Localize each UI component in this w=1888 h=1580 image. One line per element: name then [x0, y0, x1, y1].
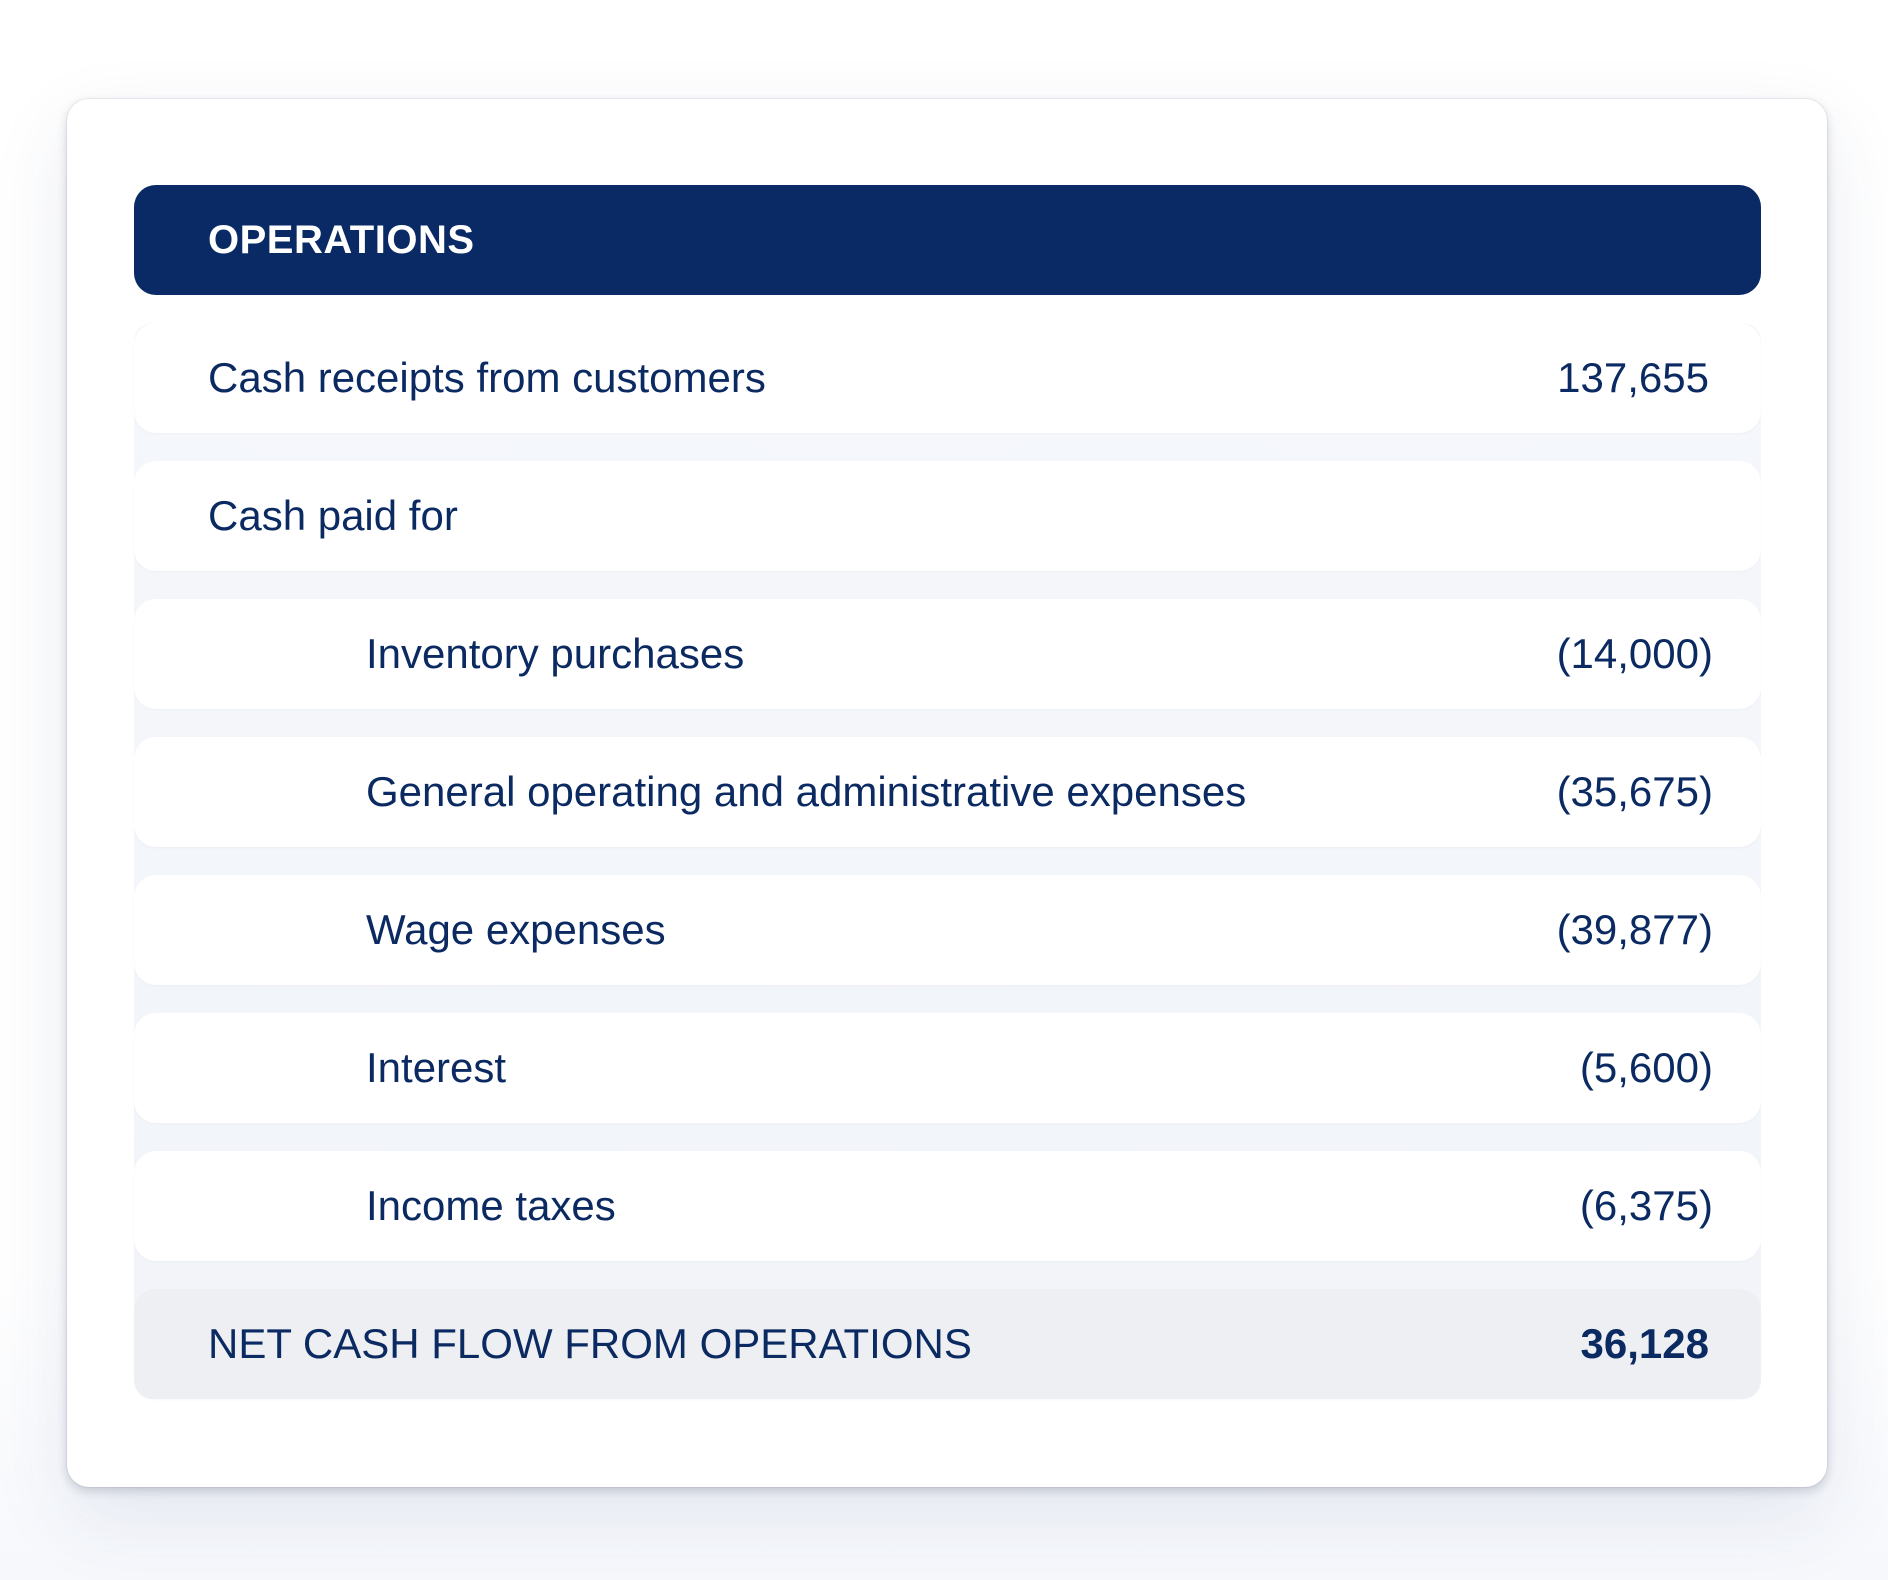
row-value: (14,000) — [1556, 630, 1713, 677]
row-label: Cash paid for — [208, 492, 458, 539]
table-row: General operating and administrative exp… — [134, 737, 1761, 847]
row-label: General operating and administrative exp… — [366, 768, 1247, 815]
cash-flow-card: OPERATIONS Cash receipts from customers … — [67, 99, 1827, 1487]
row-value: (5,600) — [1579, 1044, 1713, 1091]
row-label: Wage expenses — [366, 906, 666, 953]
table-row: Interest (5,600) — [134, 1013, 1761, 1123]
row-label: Cash receipts from customers — [208, 354, 766, 401]
total-label: NET CASH FLOW FROM OPERATIONS — [208, 1320, 972, 1367]
table-row: Cash paid for — [134, 461, 1761, 571]
row-label: Income taxes — [366, 1182, 616, 1229]
row-value: (6,375) — [1579, 1182, 1713, 1229]
row-value: (39,877) — [1556, 906, 1713, 953]
row-value: (35,675) — [1556, 768, 1713, 815]
row-label: Interest — [366, 1044, 507, 1091]
row-label: Inventory purchases — [366, 630, 745, 677]
section-title: OPERATIONS — [208, 217, 475, 262]
total-row: NET CASH FLOW FROM OPERATIONS 36,128 — [134, 1289, 1761, 1399]
section-header: OPERATIONS — [134, 185, 1761, 295]
card-content: OPERATIONS Cash receipts from customers … — [134, 185, 1761, 1399]
row-value: 137,655 — [1557, 354, 1709, 401]
table-row: Cash receipts from customers 137,655 — [134, 323, 1761, 433]
table-row: Income taxes (6,375) — [134, 1151, 1761, 1261]
line-items: Cash receipts from customers 137,655 Cas… — [134, 323, 1761, 1399]
table-row: Inventory purchases (14,000) — [134, 599, 1761, 709]
table-row: Wage expenses (39,877) — [134, 875, 1761, 985]
total-value: 36,128 — [1580, 1320, 1709, 1367]
